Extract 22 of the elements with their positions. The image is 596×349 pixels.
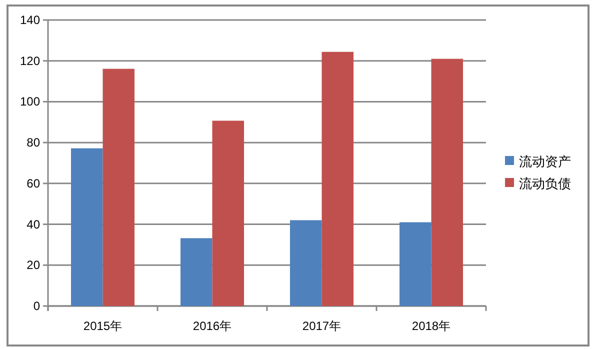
y-tick-label: 80 xyxy=(26,136,40,150)
y-tick-label: 140 xyxy=(20,13,40,27)
bar xyxy=(399,222,432,306)
y-tick-label: 40 xyxy=(26,217,40,232)
x-tick-label: 2017年 xyxy=(302,319,342,333)
legend-label: 流动资产 xyxy=(519,154,571,169)
bar xyxy=(102,68,135,306)
y-tick-label: 20 xyxy=(26,258,40,272)
legend-label: 流动负债 xyxy=(519,176,571,191)
x-tick-label: 2016年 xyxy=(192,319,232,333)
y-tick-label: 60 xyxy=(26,176,40,190)
bar xyxy=(290,220,322,306)
bar xyxy=(70,148,103,306)
x-tick-label: 2018年 xyxy=(412,319,451,333)
y-tick-label: 0 xyxy=(33,299,40,313)
bar xyxy=(212,120,244,306)
bar xyxy=(431,58,464,306)
bar xyxy=(322,52,354,306)
y-tick-label: 120 xyxy=(20,54,40,68)
bar xyxy=(180,238,212,306)
y-tick-label: 100 xyxy=(20,94,40,109)
x-tick-label: 2015年 xyxy=(83,319,122,333)
